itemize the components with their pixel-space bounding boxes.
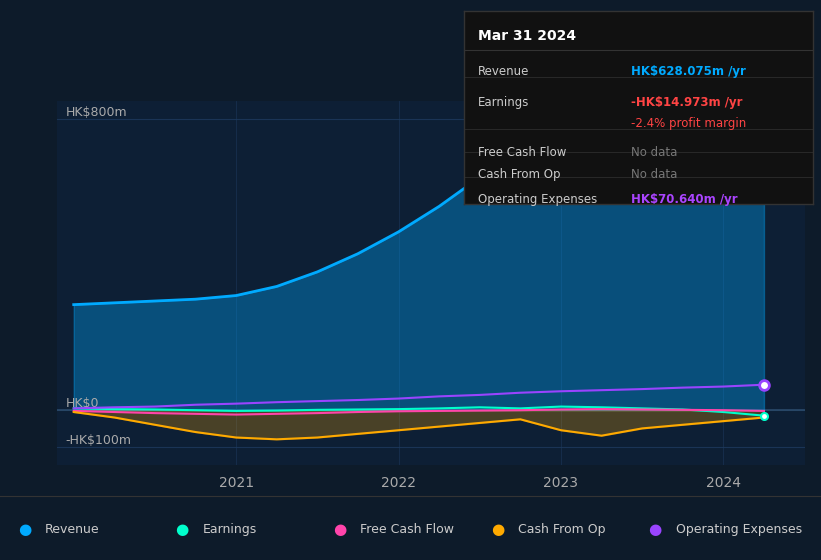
- Text: HK$0: HK$0: [66, 397, 99, 410]
- Text: Operating Expenses: Operating Expenses: [478, 193, 597, 206]
- Text: -HK$100m: -HK$100m: [66, 433, 131, 447]
- Text: Revenue: Revenue: [478, 66, 530, 78]
- Text: Free Cash Flow: Free Cash Flow: [478, 147, 566, 160]
- Text: HK$628.075m /yr: HK$628.075m /yr: [631, 66, 746, 78]
- Text: Earnings: Earnings: [478, 96, 530, 109]
- Text: Free Cash Flow: Free Cash Flow: [360, 522, 454, 536]
- Text: Revenue: Revenue: [45, 522, 100, 536]
- Text: HK$800m: HK$800m: [66, 106, 127, 119]
- Text: ●: ●: [333, 522, 346, 536]
- Text: HK$70.640m /yr: HK$70.640m /yr: [631, 193, 738, 206]
- Text: Mar 31 2024: Mar 31 2024: [478, 29, 576, 43]
- Text: Earnings: Earnings: [203, 522, 257, 536]
- Text: ●: ●: [649, 522, 662, 536]
- Text: Operating Expenses: Operating Expenses: [676, 522, 802, 536]
- Text: 2022: 2022: [381, 476, 416, 489]
- Text: No data: No data: [631, 167, 677, 181]
- Text: No data: No data: [631, 147, 677, 160]
- Text: 2021: 2021: [218, 476, 254, 489]
- Text: 2023: 2023: [544, 476, 579, 489]
- Text: Cash From Op: Cash From Op: [518, 522, 606, 536]
- Text: ●: ●: [176, 522, 189, 536]
- Text: ●: ●: [18, 522, 31, 536]
- Text: 2024: 2024: [706, 476, 741, 489]
- Text: Cash From Op: Cash From Op: [478, 167, 560, 181]
- Text: -HK$14.973m /yr: -HK$14.973m /yr: [631, 96, 743, 109]
- Text: ●: ●: [491, 522, 504, 536]
- Text: -2.4% profit margin: -2.4% profit margin: [631, 118, 746, 130]
